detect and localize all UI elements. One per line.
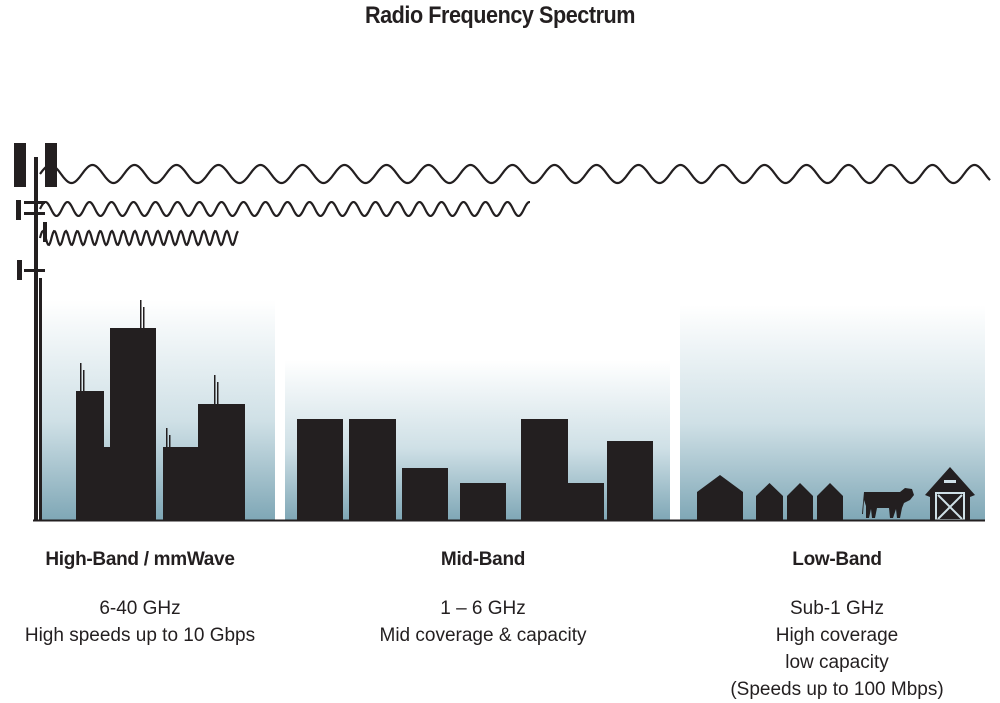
high-band-wave-icon (38, 229, 239, 247)
band-name: Low-Band (792, 549, 882, 570)
band-detail: (Speeds up to 100 Mbps) (730, 679, 944, 700)
low-band-label: Low-Band Sub-1 GHz High coverage low cap… (677, 549, 997, 703)
houses-icon (697, 475, 843, 520)
mid-band-wave-icon (39, 200, 530, 218)
band-name: High-Band / mmWave (45, 549, 235, 570)
band-detail: High speeds up to 10 Gbps (24, 625, 256, 646)
mid-band-buildings-icon (297, 419, 653, 520)
band-detail: Sub-1 GHz (790, 598, 884, 619)
band-detail: low capacity (785, 652, 889, 673)
high-band-label: High-Band / mmWave 6-40 GHz High speeds … (0, 549, 300, 649)
mid-band-label: Mid-Band 1 – 6 GHz Mid coverage & capaci… (323, 549, 643, 649)
band-detail: High coverage (775, 625, 899, 646)
city-buildings-icon (76, 300, 245, 520)
cell-tower-icon (14, 143, 57, 520)
diagram-title: Radio Frequency Spectrum (364, 2, 636, 29)
band-name: Mid-Band (440, 549, 526, 570)
band-detail: 1 – 6 GHz (440, 598, 526, 619)
cow-icon (862, 488, 914, 518)
barn-icon (925, 467, 975, 521)
band-detail: Mid coverage & capacity (379, 625, 587, 646)
low-band-wave-icon (39, 163, 991, 185)
band-detail: 6-40 GHz (99, 598, 181, 619)
